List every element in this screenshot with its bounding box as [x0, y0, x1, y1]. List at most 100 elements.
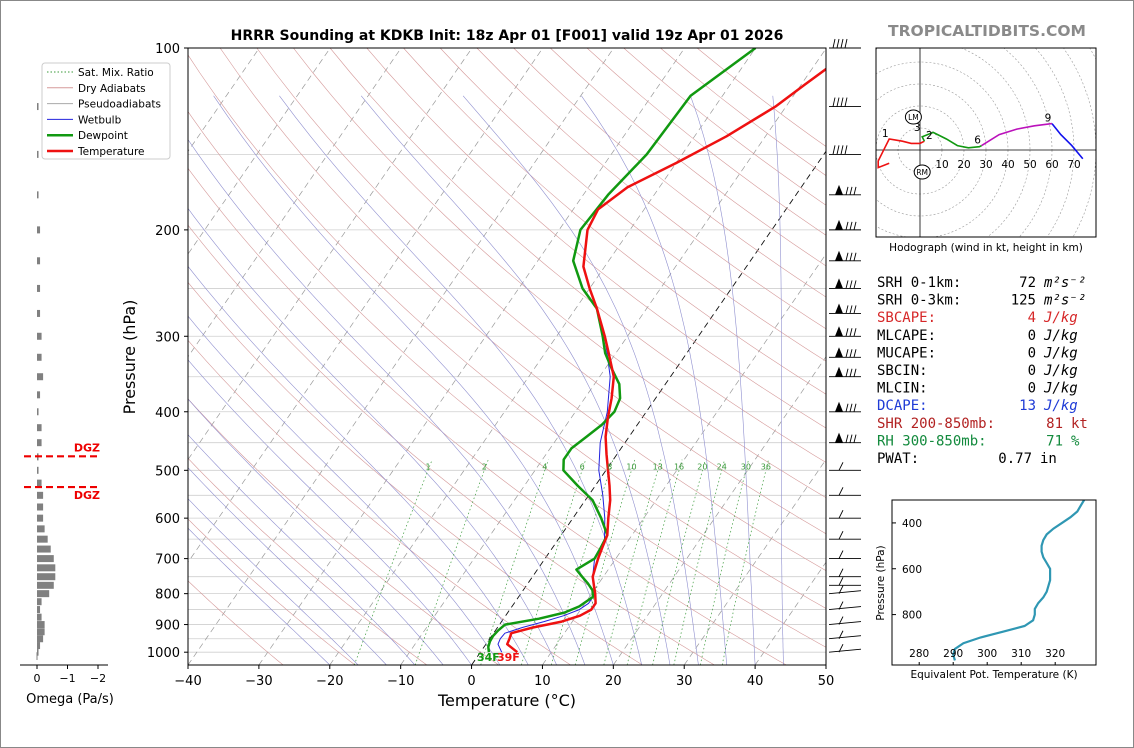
- x-tick-label: 40: [747, 674, 764, 689]
- dewpoint-line: [487, 48, 757, 653]
- skewt-plot-frame: [187, 47, 827, 666]
- theta-e-xtick-label: 310: [1011, 648, 1031, 660]
- barb-feather: [853, 221, 857, 230]
- dry-adiabat: [329, 48, 826, 463]
- mixing-ratio-line: [699, 459, 749, 665]
- wind-barb: [829, 303, 861, 314]
- legend-sat-mix-ratio: Sat. Mix. Ratio: [78, 67, 154, 79]
- isotherm: [188, 48, 544, 563]
- wind-barb: [829, 250, 861, 262]
- x-tick-label: −40: [174, 674, 201, 689]
- omega-bar: [37, 635, 44, 643]
- wind-barb: [829, 97, 861, 108]
- pseudoadiabat: [188, 139, 586, 665]
- theta-e-xtick-label: 300: [977, 648, 997, 660]
- barb-feather: [845, 305, 849, 314]
- wind-barb: [829, 38, 861, 49]
- omega-bar: [37, 226, 41, 234]
- dry-adiabat: [366, 48, 826, 429]
- barb-feather: [853, 305, 857, 314]
- barb-feather: [853, 186, 857, 195]
- skewt-chart: 1 2 4 6 8 10 13 16 20 24 30 36 −40 −30 −20 −10 0 10 20 30 4…: [41, 42, 835, 710]
- barb-feather: [845, 328, 849, 337]
- x-tick-label: 30: [676, 674, 693, 689]
- y-axis-ticks: 100 200 300 400 500 600 700 800 900 1000: [147, 42, 188, 661]
- index-label: MLCAPE:: [877, 328, 936, 344]
- pseudoadiabat: [188, 498, 359, 665]
- x-tick-label: 50: [818, 674, 835, 689]
- mixing-ratio-line: [652, 459, 706, 665]
- index-unit: kt: [1071, 416, 1088, 432]
- barb-staff: [828, 606, 862, 611]
- dry-adiabat: [188, 457, 428, 665]
- isotherm: [258, 48, 685, 665]
- barb-feather: [838, 462, 844, 471]
- wind-barb: [829, 462, 861, 471]
- barb-staff: [828, 648, 862, 653]
- pseudoadiabat: [772, 95, 784, 665]
- omega-bar: [37, 555, 54, 563]
- hodograph-ring-label: 20: [957, 159, 970, 171]
- omega-tick-label: −1: [59, 672, 75, 685]
- omega-bar: [37, 564, 56, 572]
- omega-bar: [37, 573, 56, 581]
- pseudoadiabats: [188, 95, 784, 665]
- x-tick-label: −30: [245, 674, 272, 689]
- wind-barb: [829, 568, 861, 578]
- y-tick-label: 1000: [147, 646, 180, 661]
- mixing-ratio-line: [721, 459, 769, 665]
- barb-pennant: [835, 250, 843, 261]
- mixing-ratio-line: [673, 459, 725, 665]
- barb-feather: [838, 601, 844, 610]
- omega-bar: [37, 479, 42, 487]
- index-unit: m²s⁻²: [1043, 275, 1086, 291]
- barb-feather: [849, 280, 853, 289]
- storm-motion-label: LM: [908, 113, 919, 122]
- barb-pennant: [835, 303, 843, 314]
- dry-adiabat: [188, 111, 826, 648]
- barb-feather: [844, 97, 848, 107]
- index-label: SRH 0-3km:: [877, 293, 961, 309]
- index-label: PWAT:: [877, 451, 919, 467]
- theta-e-panel: 280 290 300 310 320 400 600 800 Equivalent Pot.…: [875, 499, 1097, 681]
- index-label: DCAPE:: [877, 398, 928, 414]
- barb-feather: [840, 38, 844, 49]
- dry-adiabat: [188, 54, 826, 609]
- barb-feather: [838, 643, 844, 653]
- index-row: SRH 0-3km: 125 m²s⁻²: [877, 293, 1086, 309]
- omega-bar: [37, 191, 39, 199]
- dry-adiabat: [219, 48, 826, 571]
- temperature-line: [505, 67, 826, 654]
- mixing-ratio-label: 2: [482, 462, 487, 471]
- index-unit: J/kg: [1043, 345, 1078, 361]
- barb-feather: [845, 221, 849, 230]
- mixing-ratio-label: 10: [626, 462, 636, 471]
- barb-feather: [840, 97, 844, 107]
- dgz-label: DGZ: [74, 489, 100, 502]
- index-label: SBCAPE:: [877, 310, 936, 326]
- legend-box: [41, 62, 171, 160]
- barb-pennant: [835, 278, 843, 289]
- omega-bar: [37, 284, 41, 292]
- theta-e-ytick-label: 800: [902, 610, 922, 622]
- theta-e-xlabel: Equivalent Pot. Temperature (K): [910, 669, 1077, 681]
- omega-tick-label: −2: [90, 672, 106, 685]
- index-value: 71: [1046, 433, 1063, 449]
- theta-e-xtick-label: 280: [909, 648, 929, 660]
- index-unit: J/kg: [1043, 381, 1078, 397]
- barb-feather: [832, 38, 836, 49]
- index-label: SHR 200-850mb:: [877, 416, 995, 432]
- barb-feather: [845, 368, 849, 377]
- barb-feather: [838, 630, 844, 639]
- dry-adiabat: [188, 281, 643, 665]
- mixing-ratio-label: 1: [425, 462, 430, 471]
- omega-bar: [37, 466, 39, 474]
- omega-bar: [37, 491, 44, 499]
- barb-feather: [838, 550, 844, 559]
- wind-barb: [828, 601, 862, 611]
- wind-barb: [828, 616, 862, 625]
- barb-pennant: [835, 184, 843, 195]
- dry-adiabat: [256, 48, 826, 535]
- theta-e-xtick-label: 290: [943, 648, 963, 660]
